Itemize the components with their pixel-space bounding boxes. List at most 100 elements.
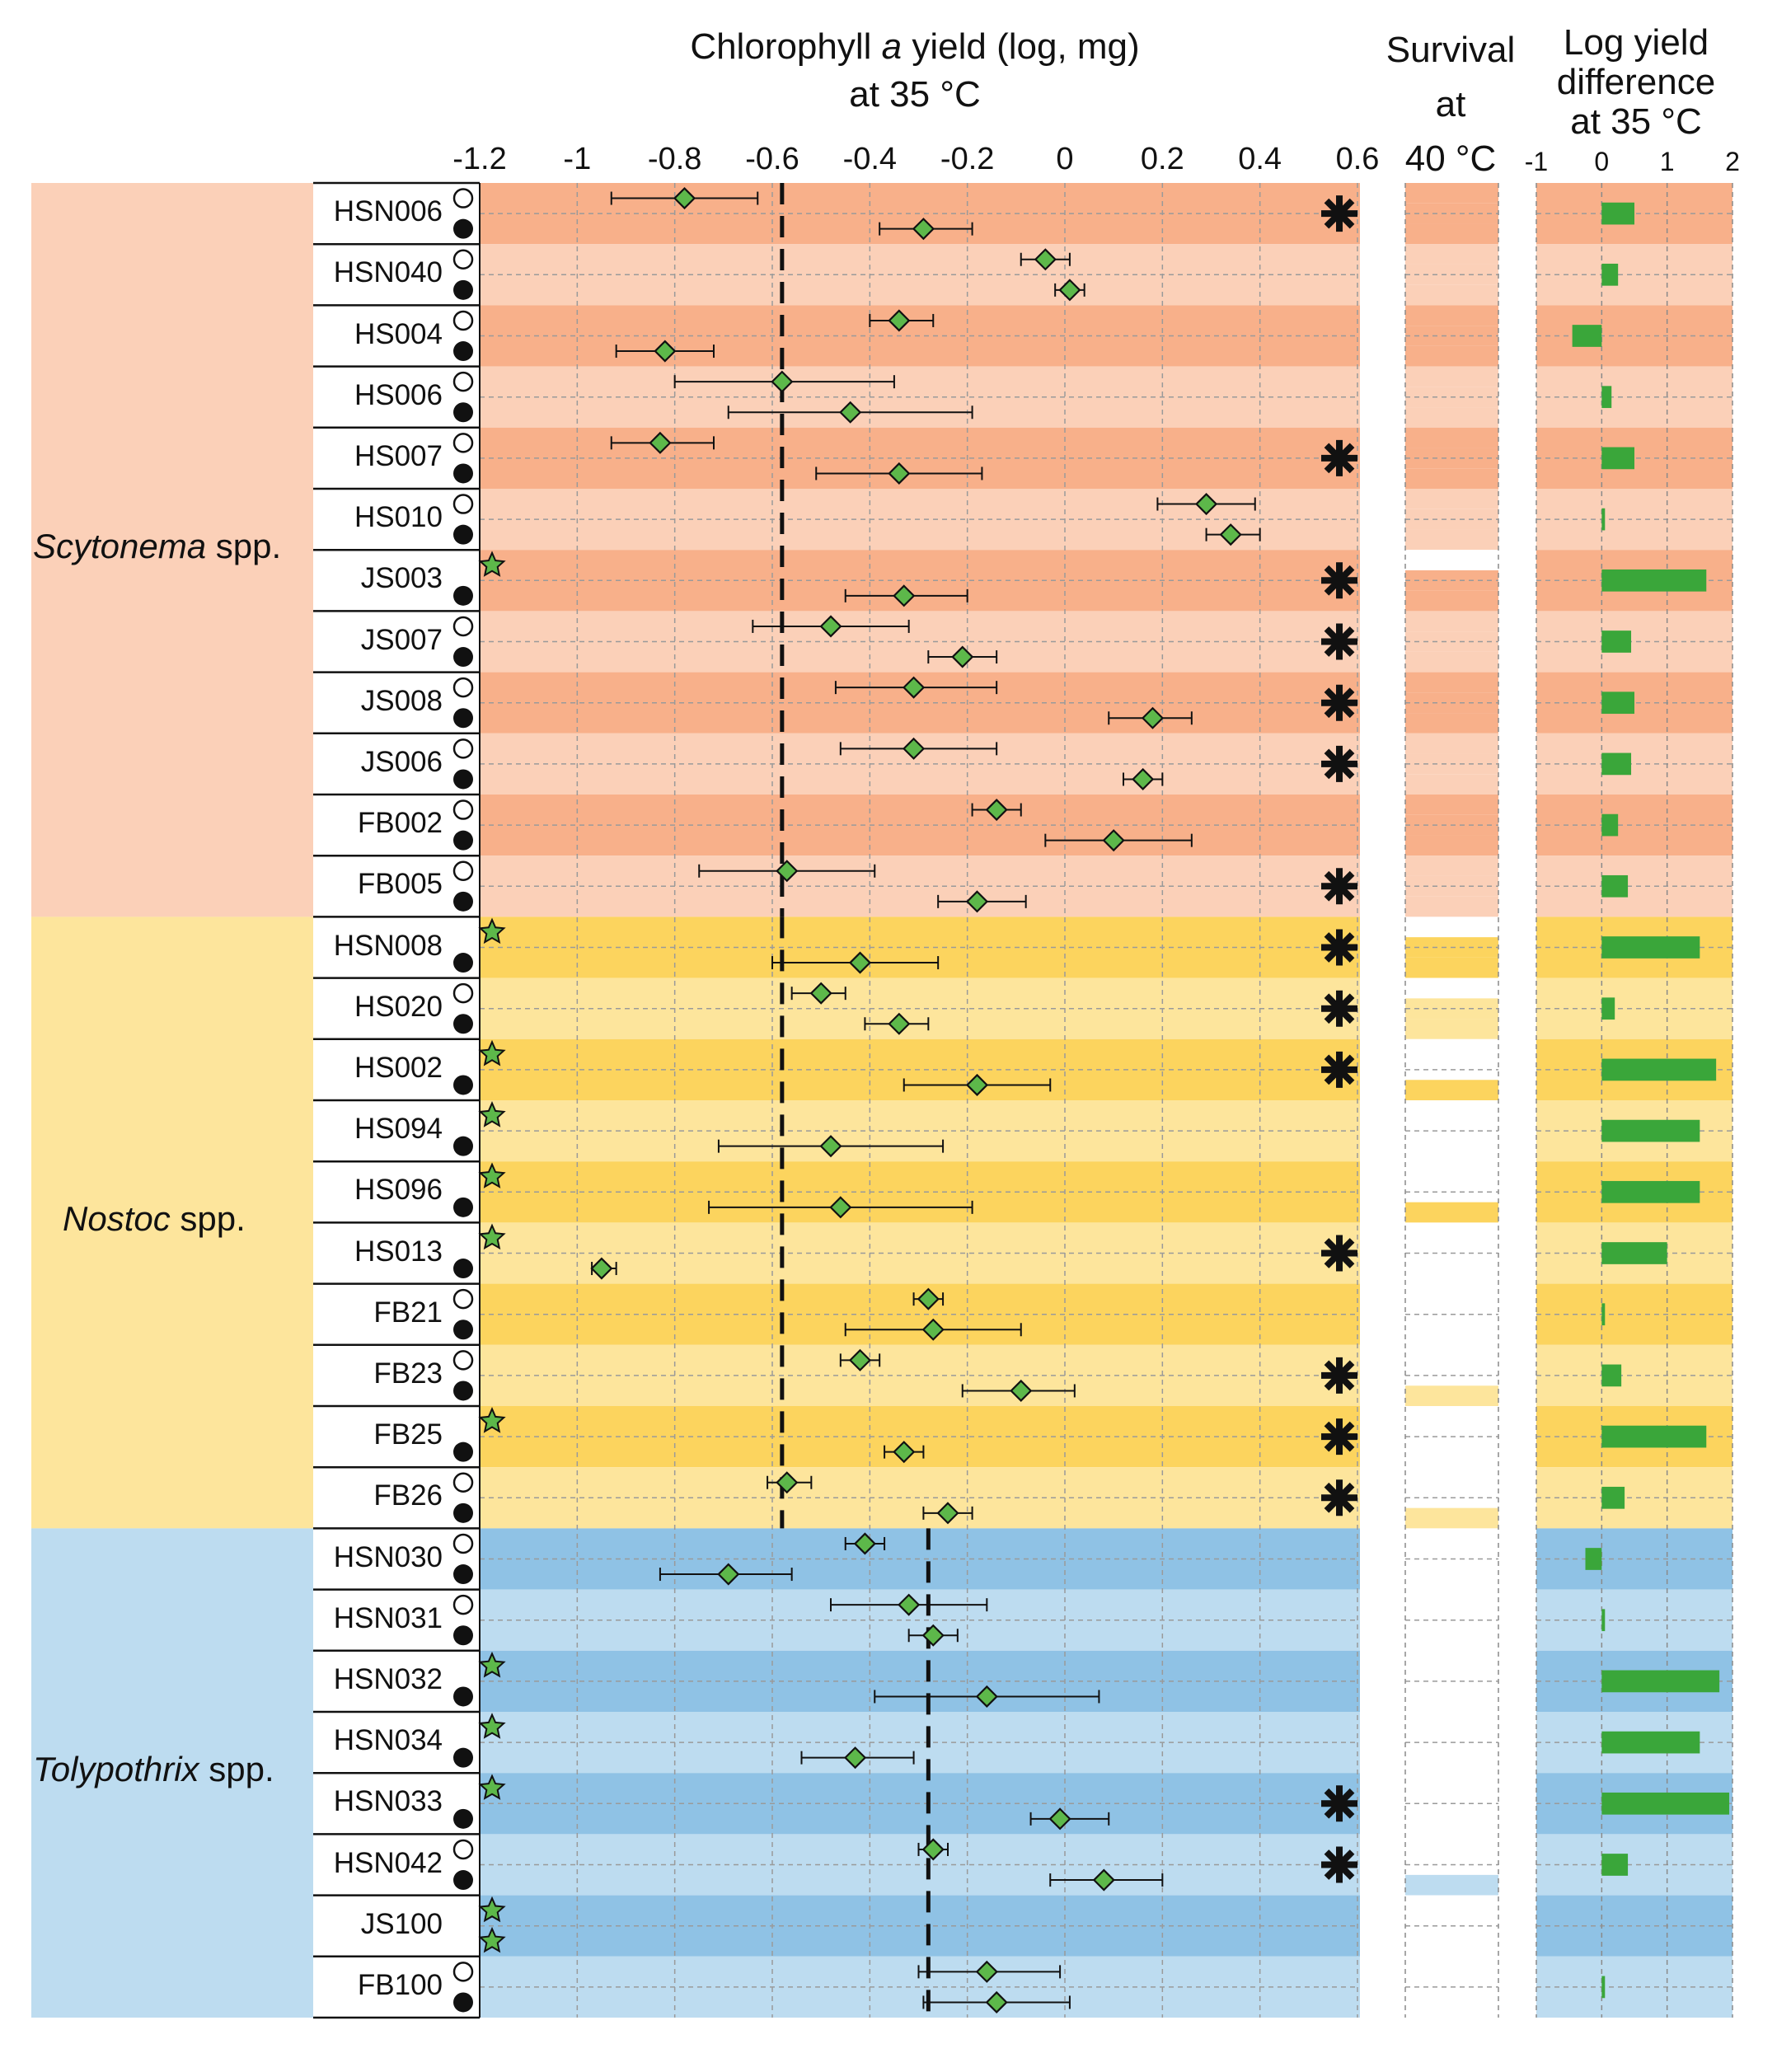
point-HS004-1 [888, 309, 911, 332]
survival-cell-JS006-3 [1405, 774, 1498, 795]
filled-circle-FB100 [453, 1992, 473, 2013]
survival-cell-HS020-3 [1405, 1019, 1498, 1039]
strain-label: HS013 [354, 1235, 443, 1268]
filled-circle-HS096 [453, 1197, 473, 1217]
genus-name: Scytonema [33, 527, 207, 566]
strain-label: HS007 [354, 439, 443, 472]
survival-cell-HS010-1 [1405, 489, 1498, 509]
diff-tick-label: 0 [1594, 147, 1610, 176]
diff-bar-HS010 [1601, 508, 1606, 531]
point-FB23-1 [848, 1348, 872, 1371]
strain-label: FB005 [357, 868, 443, 901]
point-HS007-2 [888, 462, 911, 485]
strain-label: FB26 [373, 1479, 443, 1512]
strain-label: HSN008 [333, 929, 443, 962]
survival-cell-HS007-3 [1405, 468, 1498, 489]
star-marker-HS094-1 [478, 1100, 506, 1127]
point-HSN006-1 [673, 186, 696, 210]
survival-cell-FB25-1 [1405, 1406, 1498, 1427]
point-FB002-2 [1102, 829, 1125, 852]
strain-label: HSN042 [333, 1846, 443, 1879]
diff-tick-label: 2 [1725, 147, 1740, 176]
survival-cell-JS003-3 [1405, 590, 1498, 612]
open-circle-HSN042 [452, 1839, 474, 1860]
survival-cell-HSN034-3 [1405, 1752, 1498, 1774]
point-JS007-2 [951, 645, 974, 668]
filled-circle-HS010 [453, 524, 473, 545]
filled-circle-HSN034 [453, 1747, 473, 1768]
point-HS007-1 [649, 431, 672, 454]
survival-cell-FB005-3 [1405, 896, 1498, 917]
main-tick-label: -1.2 [452, 142, 507, 176]
diff-bar-HS096 [1601, 1180, 1700, 1203]
significance-asterisk-JS007 [1321, 623, 1357, 660]
star-marker-HS013-1 [478, 1223, 506, 1250]
point-HSN032-2 [975, 1685, 998, 1709]
diff-bar-HSN034 [1601, 1731, 1700, 1754]
filled-circle-HS094 [453, 1136, 473, 1156]
open-circle-FB21 [452, 1288, 474, 1310]
point-FB005-2 [965, 890, 989, 913]
survival-cell-HSN006-3 [1405, 223, 1498, 245]
significance-asterisk-FB005-stroke [1324, 870, 1355, 902]
star-marker-FB25-1 [478, 1406, 506, 1433]
point-HS096-2 [829, 1196, 852, 1219]
diff-bar-HSN040 [1601, 263, 1619, 286]
point-HSN006-2 [912, 218, 935, 241]
point-HS006-1 [771, 370, 794, 393]
filled-circle-FB002 [453, 830, 473, 851]
main-title: Chlorophyll a yield (log, mg) at 35 °C [577, 23, 1253, 119]
survival-cell-HSN031-3 [1405, 1630, 1498, 1651]
genus-suffix: spp. [206, 527, 282, 566]
star-marker-HSN032-1 [478, 1651, 506, 1678]
star-marker-HS002-1 [478, 1039, 506, 1066]
survival-cell-HSN034-1 [1405, 1712, 1498, 1732]
genus-label-nostoc: Nostoc spp. [63, 1199, 246, 1239]
diff-bar-HS094 [1601, 1119, 1700, 1142]
point-HSN034-2 [844, 1746, 867, 1770]
filled-circle-HSN033 [453, 1808, 473, 1829]
survival-cell-HS010-3 [1405, 529, 1498, 551]
star-marker-JS003-1 [478, 551, 506, 577]
diff-bar-HS020 [1601, 997, 1615, 1020]
point-JS003-2 [893, 584, 916, 607]
significance-asterisk-JS007-stroke [1324, 626, 1355, 657]
main-title-part-3: at 35 °C [849, 74, 981, 115]
survival-cell-HSN033-3 [1405, 1813, 1498, 1835]
point-JS008-1 [903, 676, 926, 699]
significance-asterisk-HSN042 [1321, 1846, 1357, 1883]
diff-bar-FB002 [1601, 813, 1619, 837]
filled-circle-HS006 [453, 402, 473, 423]
open-circle-FB26 [452, 1472, 474, 1493]
survival-cell-HSN031-1 [1405, 1589, 1498, 1610]
diff-bar-FB23 [1601, 1364, 1622, 1387]
significance-asterisk-FB26 [1321, 1479, 1357, 1516]
survival-cell-HS002-1 [1405, 1038, 1498, 1060]
point-FB26-2 [936, 1502, 959, 1525]
filled-circle-HSN032 [453, 1686, 473, 1707]
point-HSN040-1 [1034, 248, 1057, 271]
point-HS004-2 [654, 340, 677, 363]
strain-label: HSN040 [333, 256, 443, 289]
point-HSN042-2 [1092, 1868, 1115, 1892]
diff-bar-FB100 [1601, 1976, 1606, 1999]
significance-asterisk-JS006-stroke [1324, 748, 1355, 780]
survival-cell-FB26-1 [1405, 1467, 1498, 1488]
strain-label: HSN034 [333, 1724, 443, 1757]
diff-title-line-1: Log yield [1563, 22, 1709, 63]
point-FB002-1 [985, 798, 1008, 822]
point-FB21-1 [917, 1287, 940, 1310]
survival-cell-HS006-3 [1405, 407, 1498, 428]
significance-asterisk-JS008-stroke [1324, 687, 1355, 719]
diff-bar-HS002 [1601, 1058, 1717, 1081]
main-title-italic-a: a [881, 26, 903, 67]
strain-label: HSN030 [333, 1540, 443, 1573]
filled-circle-JS003 [453, 585, 473, 606]
filled-circle-HSN040 [453, 279, 473, 300]
survival-cell-FB21-3 [1405, 1324, 1498, 1345]
filled-circle-FB005 [453, 891, 473, 912]
point-FB005-1 [776, 860, 799, 883]
survival-cell-FB005-1 [1405, 856, 1498, 876]
open-circle-HS007 [452, 433, 474, 453]
